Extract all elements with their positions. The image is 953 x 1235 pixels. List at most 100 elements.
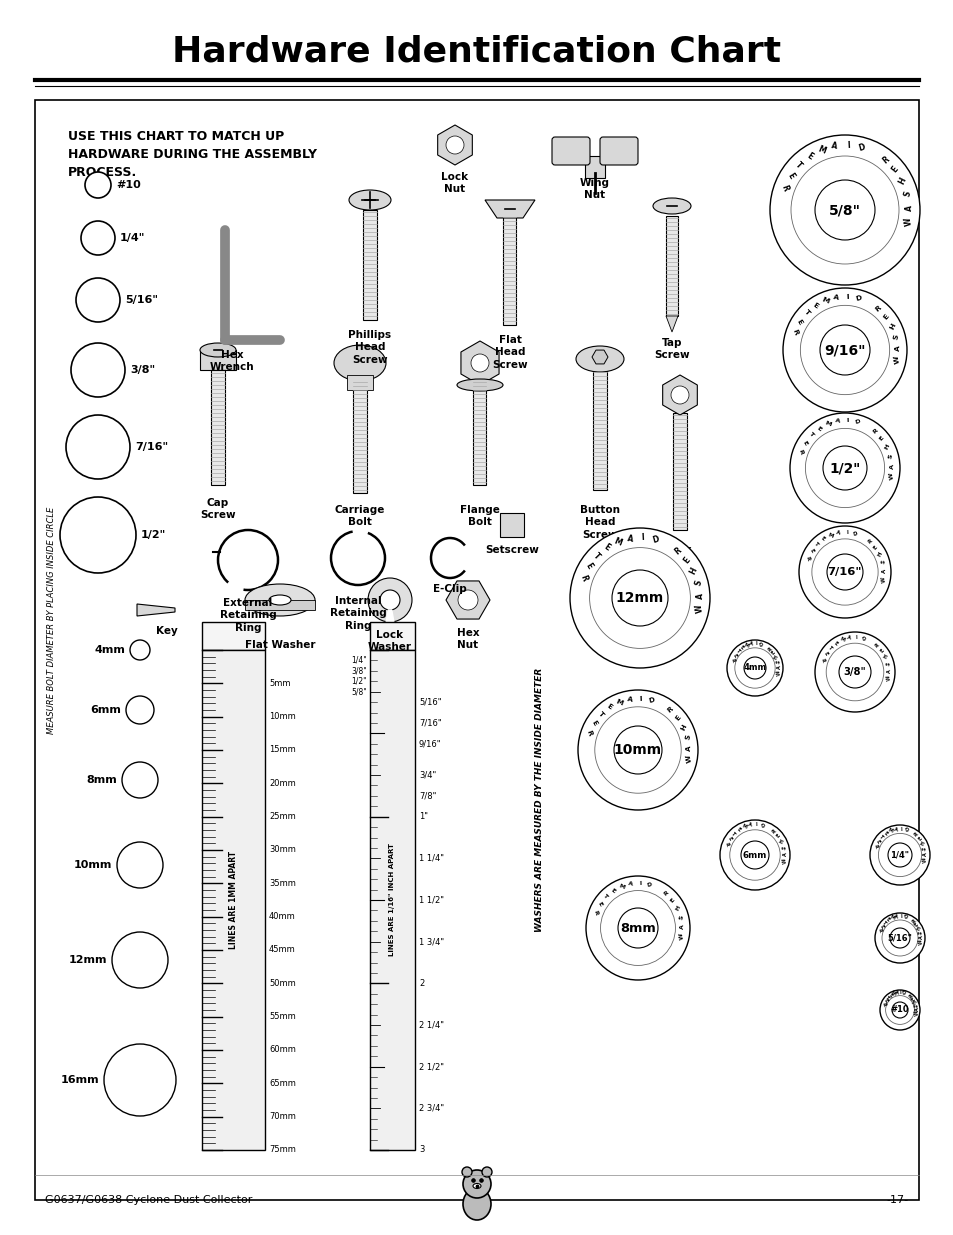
Text: R: R: [870, 427, 878, 435]
Text: T: T: [597, 710, 604, 718]
Circle shape: [481, 1167, 492, 1177]
Text: USE THIS CHART TO MATCH UP
HARDWARE DURING THE ASSEMBLY
PROCESS.: USE THIS CHART TO MATCH UP HARDWARE DURI…: [68, 130, 316, 179]
Text: 10mm: 10mm: [73, 860, 112, 869]
Bar: [473, 380, 486, 485]
Text: H: H: [888, 322, 896, 330]
Text: 20mm: 20mm: [269, 779, 295, 788]
Text: E: E: [770, 650, 776, 656]
Text: D: D: [758, 642, 763, 647]
Bar: [370, 622, 415, 650]
Text: Flat Washer: Flat Washer: [245, 640, 314, 650]
Text: S: S: [693, 579, 702, 587]
Text: 3/8": 3/8": [842, 667, 865, 677]
Text: D: D: [902, 914, 907, 920]
Text: 7/16": 7/16": [827, 567, 862, 577]
Circle shape: [804, 429, 883, 508]
Circle shape: [884, 995, 913, 1024]
Text: S: S: [781, 845, 786, 850]
Text: W: W: [684, 755, 692, 763]
Text: W: W: [918, 939, 923, 945]
Text: S: S: [892, 333, 900, 340]
Text: I: I: [899, 990, 901, 995]
Text: Lock
Nut: Lock Nut: [441, 172, 468, 194]
Text: S: S: [775, 659, 781, 664]
Text: LINES ARE 1/16" INCH APART: LINES ARE 1/16" INCH APART: [389, 844, 395, 956]
Text: 50mm: 50mm: [269, 979, 295, 988]
Bar: [370, 650, 415, 1150]
Text: A: A: [830, 142, 838, 151]
Text: M: M: [614, 698, 623, 706]
Text: H: H: [883, 443, 890, 451]
Text: S: S: [902, 190, 912, 198]
Text: E: E: [913, 921, 919, 927]
Text: W: W: [893, 354, 901, 364]
Text: R: R: [723, 842, 729, 847]
Text: A: A: [881, 568, 886, 573]
Text: W: W: [775, 669, 781, 676]
FancyBboxPatch shape: [599, 137, 638, 165]
Text: R: R: [766, 646, 773, 652]
Polygon shape: [665, 316, 678, 332]
Wedge shape: [353, 529, 368, 541]
Text: 8mm: 8mm: [86, 776, 117, 785]
Text: LINES ARE 1MM APART: LINES ARE 1MM APART: [229, 851, 237, 948]
Text: 1/4": 1/4": [351, 656, 367, 664]
Text: I: I: [639, 695, 641, 701]
Text: Button
Head
Screw: Button Head Screw: [579, 505, 619, 540]
Circle shape: [461, 1167, 472, 1177]
Text: E: E: [597, 902, 602, 908]
Text: E: E: [884, 918, 890, 923]
Text: T: T: [602, 894, 609, 900]
Text: 6mm: 6mm: [742, 851, 766, 860]
Text: D: D: [853, 419, 860, 425]
Text: MEASURE BOLT DIAMETER BY PLACING INSIDE CIRCLE: MEASURE BOLT DIAMETER BY PLACING INSIDE …: [48, 506, 56, 734]
Text: T: T: [813, 541, 819, 547]
Text: R: R: [866, 538, 872, 545]
Text: 2 3/4": 2 3/4": [418, 1104, 444, 1113]
Circle shape: [822, 446, 866, 490]
Text: 75mm: 75mm: [269, 1146, 295, 1155]
Text: T: T: [883, 995, 890, 1000]
Circle shape: [800, 305, 889, 395]
Circle shape: [104, 1044, 175, 1116]
Text: 1/2": 1/2": [351, 677, 367, 685]
Circle shape: [130, 640, 150, 659]
Text: S: S: [887, 453, 893, 459]
Text: Setscrew: Setscrew: [484, 545, 538, 555]
Text: H: H: [674, 905, 680, 911]
Text: W: W: [885, 674, 891, 680]
Text: 1": 1": [418, 813, 428, 821]
Text: T: T: [734, 648, 740, 655]
Text: R: R: [790, 329, 798, 336]
Circle shape: [878, 834, 921, 877]
Text: 5/16": 5/16": [418, 698, 441, 706]
Text: I: I: [845, 141, 849, 151]
Text: A: A: [627, 881, 633, 887]
Circle shape: [71, 343, 125, 396]
Text: Flat
Head
Screw: Flat Head Screw: [492, 335, 527, 369]
Text: E: E: [872, 545, 878, 551]
Bar: [211, 367, 225, 485]
Text: 45mm: 45mm: [269, 946, 295, 955]
Ellipse shape: [200, 343, 235, 357]
Text: Hardware Identification Chart: Hardware Identification Chart: [172, 35, 781, 69]
Ellipse shape: [652, 198, 690, 214]
Text: E: E: [909, 997, 916, 1002]
Circle shape: [578, 690, 698, 810]
Text: E: E: [874, 839, 881, 844]
Circle shape: [112, 932, 168, 988]
Text: I: I: [899, 914, 902, 919]
Ellipse shape: [334, 345, 386, 382]
Text: H: H: [919, 841, 925, 846]
Text: 15mm: 15mm: [269, 746, 295, 755]
Circle shape: [782, 288, 906, 412]
Text: E: E: [669, 897, 676, 903]
Bar: [347, 375, 373, 390]
Text: G0637/G0638 Cyclone Dust Collector: G0637/G0638 Cyclone Dust Collector: [45, 1195, 253, 1205]
Text: 12mm: 12mm: [616, 592, 663, 605]
Text: R: R: [592, 910, 598, 915]
Text: E: E: [726, 836, 732, 842]
Text: H: H: [911, 999, 918, 1005]
Text: W: W: [694, 604, 703, 614]
Text: A: A: [893, 826, 897, 832]
